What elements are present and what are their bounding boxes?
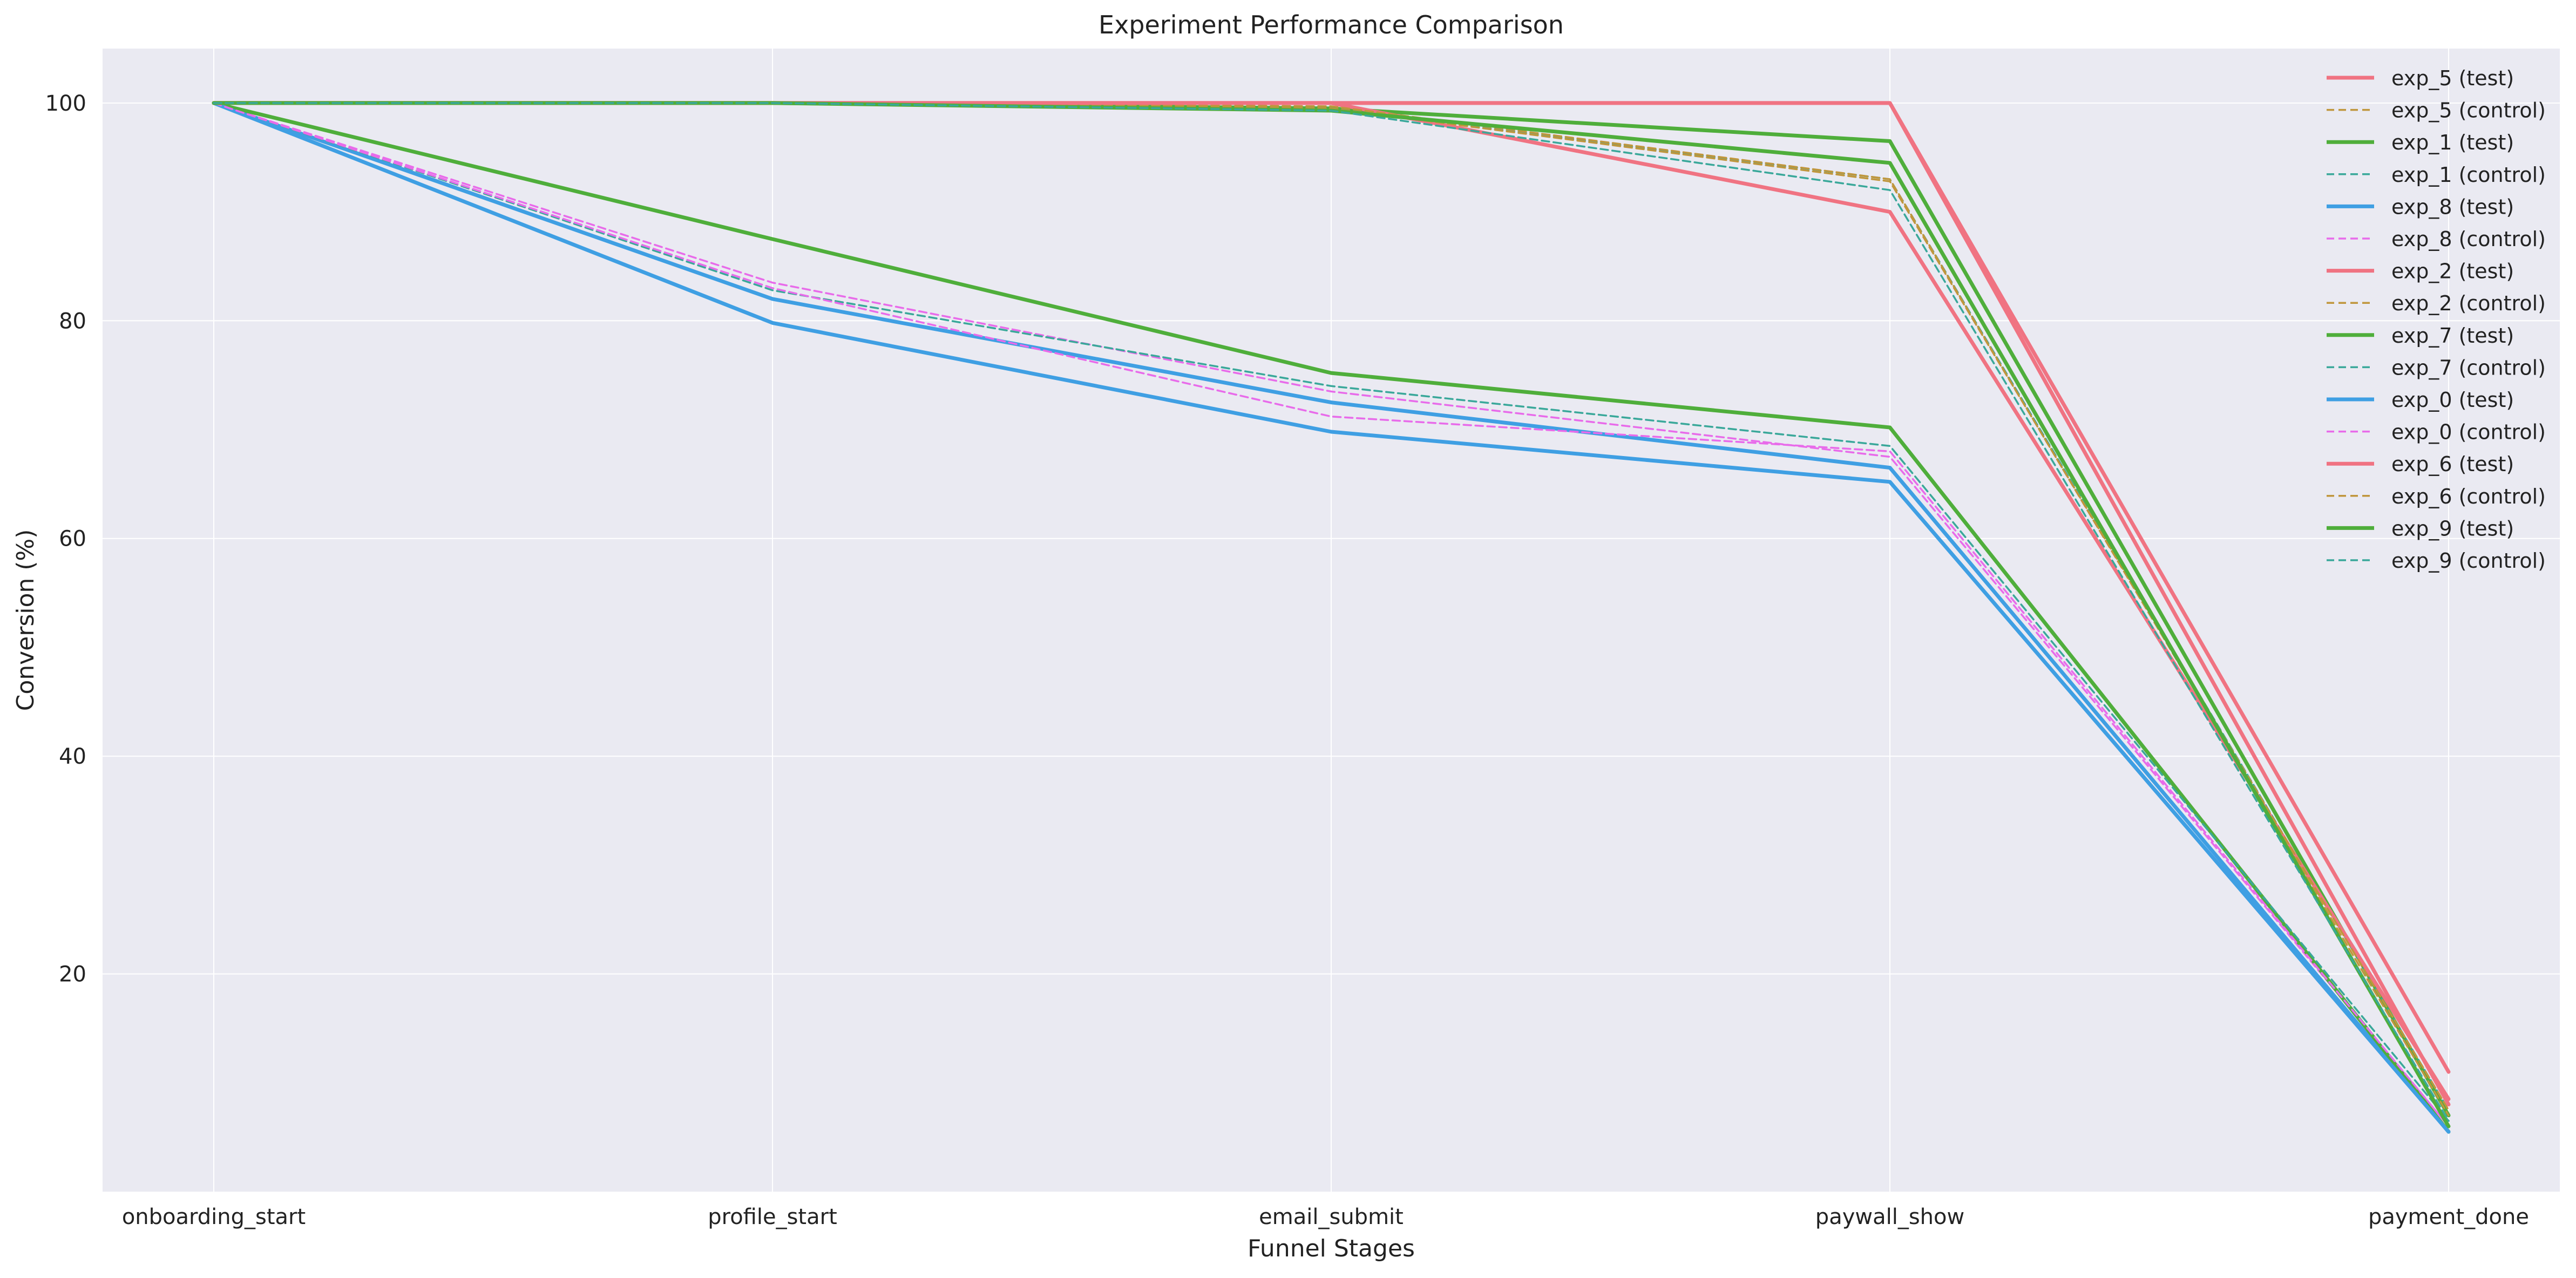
legend-label: exp_8 (test): [2391, 195, 2514, 219]
legend-label: exp_2 (control): [2391, 291, 2546, 315]
legend-label: exp_1 (test): [2391, 131, 2514, 154]
legend: exp_5 (test) exp_5 (control) exp_1 (test) e…: [2327, 66, 2546, 573]
legend-label: exp_9 (test): [2391, 516, 2514, 540]
legend-label: exp_5 (test): [2391, 66, 2514, 90]
y-tick-label: 80: [59, 309, 86, 334]
legend-label: exp_5 (control): [2391, 99, 2546, 123]
x-tick-label: profile_start: [708, 1205, 837, 1229]
legend-label: exp_7 (control): [2391, 356, 2546, 379]
y-tick-labels: 20 40 60 80 100: [45, 91, 86, 987]
x-tick-label: onboarding_start: [122, 1205, 306, 1229]
legend-label: exp_0 (control): [2391, 420, 2546, 444]
y-tick-label: 40: [59, 744, 86, 769]
legend-label: exp_6 (test): [2391, 452, 2514, 476]
legend-label: exp_6 (control): [2391, 485, 2546, 508]
series-line-8: [212, 101, 2451, 1134]
series-line-9: [213, 102, 2450, 1122]
x-tick-label: paywall_show: [1815, 1205, 1964, 1229]
series-line-5: [213, 102, 2450, 1127]
legend-label: exp_1 (control): [2391, 163, 2546, 187]
series-lines: [212, 101, 2451, 1134]
series-line-10: [212, 101, 2451, 1134]
series-line-15: [213, 102, 2450, 1122]
chart-title: Experiment Performance Comparison: [1099, 10, 1564, 39]
y-axis-label: Conversion (%): [12, 529, 39, 711]
legend-label: exp_8 (control): [2391, 227, 2546, 251]
y-tick-label: 100: [45, 91, 86, 116]
x-tick-label: payment_done: [2368, 1205, 2529, 1229]
y-tick-label: 20: [59, 962, 86, 987]
legend-label: exp_0 (test): [2391, 388, 2514, 412]
legend-label: exp_2 (test): [2391, 260, 2514, 283]
x-axis-label: Funnel Stages: [1248, 1235, 1415, 1262]
series-line-4: [212, 101, 2451, 1134]
y-tick-label: 60: [59, 527, 86, 552]
legend-label: exp_9 (control): [2391, 549, 2546, 573]
legend-label: exp_7 (test): [2391, 324, 2514, 348]
x-tick-label: email_submit: [1259, 1205, 1404, 1229]
series-line-11: [213, 102, 2450, 1127]
x-tick-labels: onboarding_start profile_start email_submi…: [122, 1205, 2529, 1229]
